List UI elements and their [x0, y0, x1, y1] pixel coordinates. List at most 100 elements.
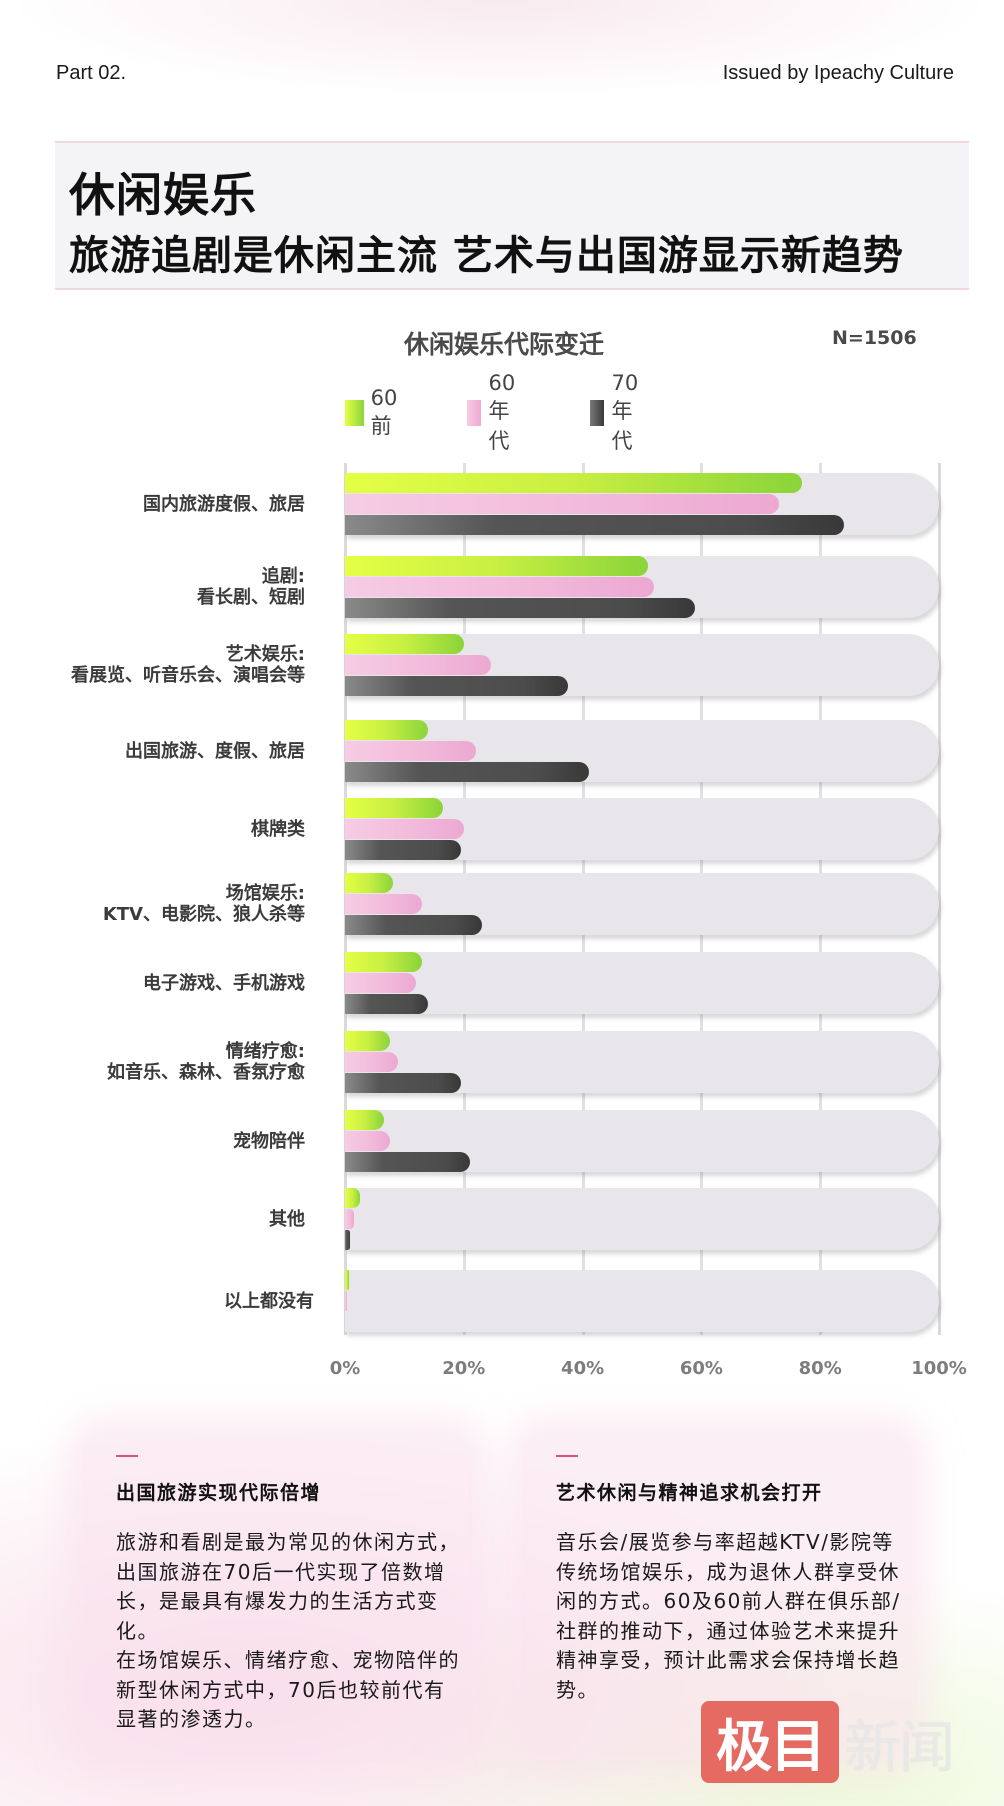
legend-swatch-pink: [467, 400, 482, 426]
x-tick-label: 100%: [911, 1358, 967, 1379]
bar-60s: [345, 577, 654, 597]
category-label: 艺术娱乐: 看展览、听音乐会、演唱会等: [10, 644, 305, 686]
bar-60s: [345, 1131, 390, 1151]
title-box: 休闲娱乐 旅游追剧是休闲主流 艺术与出国游显示新趋势: [55, 141, 969, 290]
category-label-line: 宠物陪伴: [233, 1130, 305, 1152]
category-label-line: 追剧:: [261, 566, 305, 587]
bar-track: [345, 1188, 939, 1250]
category-label-line: 如音乐、森林、香氛疗愈: [107, 1062, 305, 1083]
card-body: 音乐会/展览参与率超越KTV/影院等传统场馆娱乐，成为退休人群享受休闲的方式。6…: [556, 1530, 901, 1702]
bar-70s: [345, 915, 482, 935]
legend-swatch-dark: [590, 400, 605, 426]
bar-track: [345, 1031, 939, 1093]
category-label-line: 情绪疗愈:: [225, 1041, 305, 1062]
bar-track: [345, 556, 939, 618]
category-label-line: 艺术娱乐:: [225, 644, 305, 665]
card-accent-dash: [556, 1455, 578, 1457]
part-label: Part 02.: [56, 62, 127, 84]
category-label-line: 出国旅游、度假、旅居: [125, 740, 305, 762]
category-label-line: 看展览、听音乐会、演唱会等: [71, 665, 305, 686]
bar-60-before: [345, 798, 443, 818]
bar-60s: [345, 819, 464, 839]
bar-track: [345, 720, 939, 782]
category-label: 以上都没有: [16, 1291, 314, 1312]
category-label-line: 其他: [269, 1208, 305, 1230]
bar-60s: [345, 1209, 354, 1229]
category-label-line: KTV、电影院、狼人杀等: [102, 904, 305, 925]
bar-60-before: [345, 873, 393, 893]
page-title: 休闲娱乐: [69, 168, 257, 222]
bar-60s: [345, 655, 491, 675]
category-label: 情绪疗愈: 如音乐、森林、香氛疗愈: [10, 1041, 305, 1083]
bar-70s: [345, 598, 696, 618]
x-tick-label: 60%: [679, 1358, 723, 1379]
category-label-line: 国内旅游度假、旅居: [143, 493, 305, 515]
bar-70s: [345, 1230, 350, 1250]
bar-track: [345, 873, 939, 935]
bar-70s: [345, 994, 429, 1014]
page-subtitle: 旅游追剧是休闲主流 艺术与出国游显示新趋势: [69, 233, 904, 279]
bar-track: [345, 634, 939, 696]
category-label: 场馆娱乐: KTV、电影院、狼人杀等: [10, 883, 305, 925]
bar-60-before: [345, 720, 429, 740]
category-label-line: 看长剧、短剧: [197, 587, 305, 608]
insight-card-overseas-travel: 出国旅游实现代际倍增 旅游和看剧是最为常见的休闲方式，出国旅游在70后一代实现了…: [82, 1432, 472, 1757]
gridline: [938, 463, 941, 1335]
bar-70s: [345, 676, 568, 696]
category-label: 追剧: 看长剧、短剧: [10, 566, 305, 608]
watermark-text: 新闻: [845, 1715, 955, 1781]
x-tick-label: 20%: [442, 1358, 486, 1379]
bar-60-before: [345, 952, 423, 972]
x-tick-label: 80%: [798, 1358, 842, 1379]
bar-60s: [345, 494, 779, 514]
issuer-label: Issued by Ipeachy Culture: [722, 62, 954, 84]
bar-60-before: [345, 1031, 390, 1051]
bar-track: [345, 473, 939, 535]
bar-70s: [345, 762, 589, 782]
x-tick-label: 40%: [561, 1358, 605, 1379]
category-label-line: 场馆娱乐:: [225, 883, 305, 904]
chart-title: 休闲娱乐代际变迁: [404, 330, 605, 359]
card-body: 旅游和看剧是最为常见的休闲方式，出国旅游在70后一代实现了倍数增长，是最具有爆发…: [116, 1530, 460, 1731]
card-title: 出国旅游实现代际倍增: [116, 1482, 322, 1504]
bar-70s: [345, 1152, 470, 1172]
legend-swatch-green: [345, 400, 364, 426]
legend-label: 60年代: [488, 371, 516, 453]
legend-label: 60前: [370, 386, 398, 438]
bar-track: [345, 798, 939, 860]
category-label: 宠物陪伴: [10, 1131, 305, 1152]
bar-60s: [345, 741, 476, 761]
bar-track: [345, 952, 939, 1014]
category-label: 国内旅游度假、旅居: [10, 494, 305, 515]
category-label-line: 以上都没有: [224, 1290, 314, 1312]
legend-item-70s: 70年代: [590, 371, 650, 453]
bar-70s: [345, 1073, 461, 1093]
x-tick-label: 0%: [329, 1358, 361, 1379]
bar-60s: [345, 973, 417, 993]
bar-track: [345, 1110, 939, 1172]
category-label: 出国旅游、度假、旅居: [10, 741, 305, 762]
watermark-logo: 极目: [701, 1701, 839, 1783]
legend-item-60s: 60年代: [467, 371, 527, 453]
sample-size: N=1506: [832, 327, 917, 349]
bar-60-before: [345, 1188, 360, 1208]
card-title: 艺术休闲与精神追求机会打开: [556, 1482, 823, 1504]
legend-label: 70年代: [611, 371, 639, 453]
bar-60-before: [345, 1270, 349, 1290]
bar-70s: [345, 840, 461, 860]
bar-60s: [345, 1291, 347, 1311]
bar-60-before: [345, 473, 803, 493]
category-label-line: 电子游戏、手机游戏: [143, 972, 305, 994]
bar-60-before: [345, 556, 648, 576]
bar-60-before: [345, 634, 464, 654]
category-label-line: 棋牌类: [251, 818, 305, 840]
card-accent-dash: [116, 1455, 138, 1457]
category-label: 棋牌类: [10, 819, 305, 840]
bar-60s: [345, 894, 423, 914]
category-label: 电子游戏、手机游戏: [10, 973, 305, 994]
bar-70s: [345, 515, 844, 535]
bar-60s: [345, 1052, 399, 1072]
bar-60-before: [345, 1110, 384, 1130]
legend-item-60-before: 60前: [345, 386, 405, 438]
category-label: 其他: [10, 1209, 305, 1230]
